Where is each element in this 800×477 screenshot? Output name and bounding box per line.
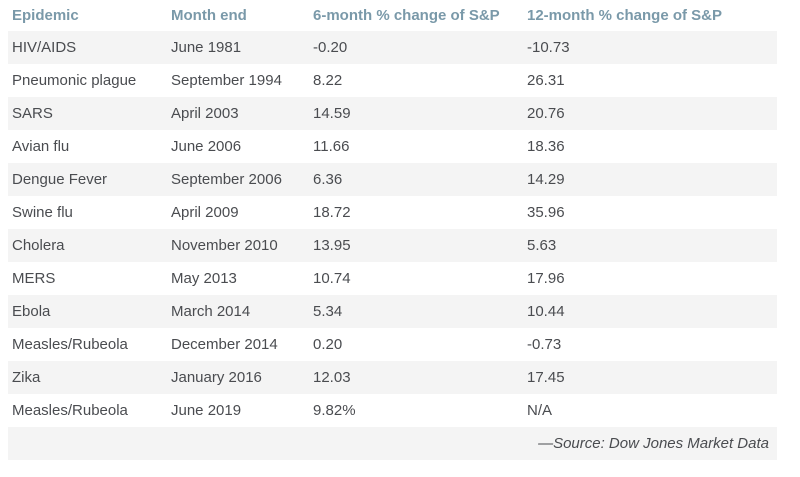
table-cell: -0.20	[313, 39, 348, 56]
epidemics-sp500-table: Epidemic Month end 6-month % change of S…	[8, 0, 777, 460]
table-cell: Zika	[12, 369, 41, 386]
table-cell: 14.29	[527, 171, 565, 188]
table-cell: 35.96	[527, 204, 565, 221]
table-cell: December 2014	[171, 336, 278, 353]
table-cell: SARS	[12, 105, 53, 122]
table-cell: 8.22	[313, 72, 343, 89]
table-cell: April 2003	[171, 105, 239, 122]
table-cell: 10.74	[313, 270, 351, 287]
col-header-6-month-change: 6-month % change of S&P	[313, 7, 500, 24]
table-cell: 0.20	[313, 336, 343, 353]
table-cell: 10.44	[527, 303, 565, 320]
source-row: —Source: Dow Jones Market Data	[8, 427, 777, 460]
table-header: Epidemic Month end 6-month % change of S…	[8, 0, 777, 31]
table-row: Dengue Fever September 2006 6.36 14.29	[8, 163, 777, 196]
table-row: HIV/AIDS June 1981 -0.20 -10.73	[8, 31, 777, 64]
table-row: SARS April 2003 14.59 20.76	[8, 97, 777, 130]
header-row: Epidemic Month end 6-month % change of S…	[8, 0, 777, 31]
table-cell: January 2016	[171, 369, 262, 386]
table-cell: HIV/AIDS	[12, 39, 77, 56]
table-row: Measles/Rubeola December 2014 0.20 -0.73	[8, 328, 777, 361]
table-row: Measles/Rubeola June 2019 9.82% N/A	[8, 394, 777, 427]
table-row: Cholera November 2010 13.95 5.63	[8, 229, 777, 262]
table-cell: Swine flu	[12, 204, 73, 221]
table-cell: MERS	[12, 270, 56, 287]
table-cell: 11.66	[313, 138, 350, 155]
table-cell: April 2009	[171, 204, 239, 221]
table-cell: 5.63	[527, 237, 557, 254]
table-cell: September 2006	[171, 171, 282, 188]
table-cell: November 2010	[171, 237, 278, 254]
table-cell: Ebola	[12, 303, 51, 320]
table-cell: 17.45	[527, 369, 565, 386]
table-row: Zika January 2016 12.03 17.45	[8, 361, 777, 394]
table-cell: 5.34	[313, 303, 343, 320]
table-cell: Avian flu	[12, 138, 70, 155]
table-cell: 20.76	[527, 105, 565, 122]
table-cell: June 2019	[171, 402, 242, 419]
table-row: Ebola March 2014 5.34 10.44	[8, 295, 777, 328]
table-cell: June 1981	[171, 39, 242, 56]
col-header-epidemic: Epidemic	[12, 7, 79, 24]
table-cell: 18.36	[527, 138, 565, 155]
table-cell: 18.72	[313, 204, 351, 221]
table-cell: 6.36	[313, 171, 343, 188]
table-cell: Dengue Fever	[12, 171, 108, 188]
table-cell: -10.73	[527, 39, 570, 56]
table-cell: Pneumonic plague	[12, 72, 137, 89]
table-cell: Cholera	[12, 237, 65, 254]
table-cell: Measles/Rubeola	[12, 336, 128, 353]
table-cell: September 1994	[171, 72, 282, 89]
table-cell: June 2006	[171, 138, 242, 155]
table-cell: 26.31	[527, 72, 565, 89]
table-cell: Measles/Rubeola	[12, 402, 128, 419]
table-row: Pneumonic plague September 1994 8.22 26.31	[8, 64, 777, 97]
table-cell: May 2013	[171, 270, 237, 287]
table-row: Avian flu June 2006 11.66 18.36	[8, 130, 777, 163]
table-row: MERS May 2013 10.74 17.96	[8, 262, 777, 295]
col-header-month-end: Month end	[171, 7, 247, 24]
table-cell: 17.96	[527, 270, 565, 287]
table-footer: —Source: Dow Jones Market Data	[8, 427, 777, 460]
table-body: HIV/AIDS June 1981 -0.20 -10.73 Pneumonic pl…	[8, 31, 777, 427]
source-note: —Source: Dow Jones Market Data	[538, 435, 769, 452]
table-cell: -0.73	[527, 336, 562, 353]
table-cell: N/A	[527, 402, 553, 419]
table-row: Swine flu April 2009 18.72 35.96	[8, 196, 777, 229]
table-cell: March 2014	[171, 303, 251, 320]
table-cell: 9.82%	[313, 402, 356, 419]
col-header-12-month-change: 12-month % change of S&P	[527, 7, 723, 24]
table-cell: 12.03	[313, 369, 351, 386]
table-cell: 13.95	[313, 237, 351, 254]
table-cell: 14.59	[313, 105, 351, 122]
